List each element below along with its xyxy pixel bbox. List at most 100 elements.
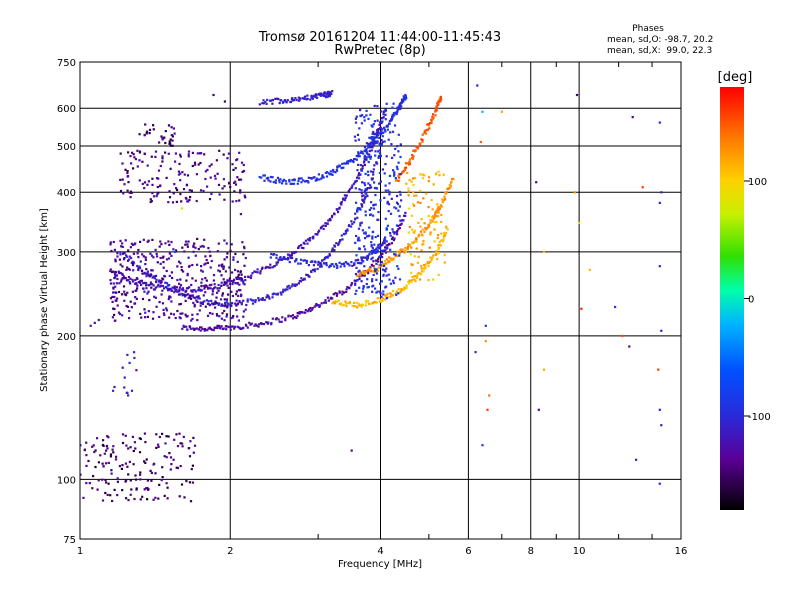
data-point [383,129,386,132]
data-point [241,170,244,173]
data-point [271,176,274,179]
data-point [132,252,135,255]
x-tick-label: 8 [528,546,534,557]
data-point [177,260,181,263]
data-point [446,187,449,190]
data-point [370,124,373,127]
data-point [144,123,147,126]
data-point [375,259,378,262]
data-point [419,142,422,145]
data-point [375,272,379,275]
data-point [363,274,366,277]
data-point [405,284,408,287]
data-point [128,361,131,364]
data-point [354,212,357,215]
data-point [401,288,404,292]
data-point [414,150,417,153]
data-point [107,482,110,485]
data-point [276,176,280,179]
data-point [306,274,309,277]
data-point [440,220,443,223]
data-point [260,267,264,270]
data-point [180,269,183,272]
data-point [436,251,439,255]
data-point [191,164,194,168]
data-point [216,324,219,327]
data-point [383,110,386,113]
data-point [362,256,365,259]
data-point [173,438,176,441]
data-point [381,168,384,171]
data-point [168,287,171,291]
data-point [269,256,272,259]
data-point [364,232,367,235]
data-point [348,301,351,304]
data-point [443,195,446,198]
data-point [161,160,164,163]
data-point [119,239,122,242]
data-point [129,446,132,449]
data-point [274,97,277,100]
data-point [422,243,425,246]
data-point [197,248,200,251]
data-point [418,278,422,281]
data-point [192,436,195,439]
data-point [297,96,300,99]
data-point [116,304,119,307]
data-point [366,270,369,273]
data-point [394,253,397,256]
data-point [145,458,148,461]
data-point [385,267,388,270]
data-point [238,151,241,154]
data-point [313,305,316,308]
data-point [153,295,156,298]
data-point [115,291,118,294]
data-point [336,292,339,295]
data-point [357,227,361,230]
data-point [313,176,316,179]
data-point [408,179,411,182]
data-point [191,151,194,154]
data-point [187,240,190,243]
data-point [231,302,234,305]
data-point [225,301,228,304]
y-tick-label: 600 [57,104,76,115]
data-point [136,252,139,255]
data-point [361,167,364,170]
data-point [154,286,157,289]
data-point [375,291,378,294]
data-point [234,252,237,256]
data-point [242,280,245,283]
data-point [188,286,191,289]
data-point [376,105,379,108]
data-point [271,317,274,320]
data-point [128,281,131,284]
data-point [391,115,394,118]
data-point [113,273,117,276]
data-point [413,278,416,281]
data-point [393,171,396,174]
data-point [145,272,148,275]
data-point [236,176,239,179]
data-point [129,479,132,482]
data-point [335,300,338,303]
data-point [338,303,341,306]
data-point [422,270,425,273]
data-point [357,258,360,261]
data-point [192,250,195,253]
data-point [179,179,182,182]
data-point [324,224,327,227]
data-point [191,313,194,316]
data-point [159,164,162,168]
data-point [312,264,315,267]
data-point [401,98,404,101]
data-point [402,100,405,103]
data-point [231,282,234,286]
data-point [111,499,114,503]
data-point [420,265,423,268]
data-point [332,301,335,304]
data-point [238,278,241,281]
data-point [179,442,182,445]
data-point [135,487,138,490]
